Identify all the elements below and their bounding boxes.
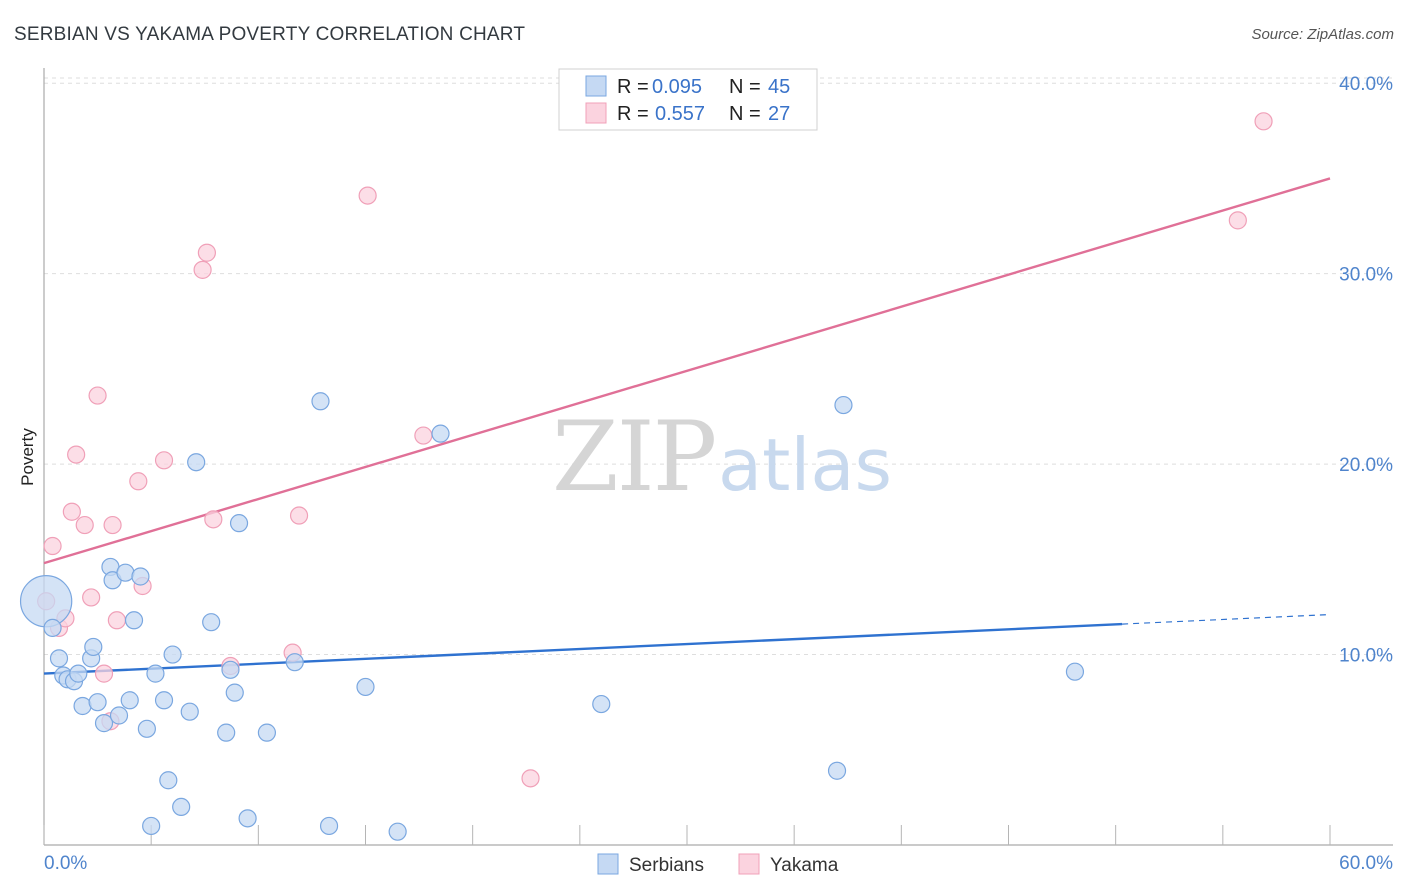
point-serbians-9 — [84, 637, 103, 657]
point-serbians-36 — [319, 816, 339, 836]
point-serbians-20 — [142, 816, 161, 836]
point-serbians-37 — [311, 392, 330, 411]
point-serbians-24 — [163, 645, 182, 664]
legend-r-label-yakama: R = — [617, 103, 649, 125]
point-yakama-22 — [358, 186, 377, 205]
point-yakama-9 — [94, 664, 114, 683]
point-yakama-6 — [75, 515, 94, 535]
point-serbians-41 — [592, 694, 611, 714]
point-serbians-14 — [109, 706, 129, 725]
point-serbians-6 — [69, 664, 88, 683]
legend-r-value-serbians: 0.095 — [652, 76, 702, 98]
point-serbians-15 — [116, 563, 135, 582]
bottom-legend-swatch-serbians — [597, 853, 619, 875]
point-serbians-30 — [221, 660, 240, 679]
point-yakama-15 — [154, 451, 174, 470]
point-serbians-28 — [202, 613, 221, 632]
point-serbians-38 — [356, 677, 375, 697]
watermark: ZIP atlas — [552, 401, 892, 513]
watermark-atlas: atlas — [718, 423, 892, 507]
trendline-yakama — [43, 177, 1331, 565]
legend-n-label-serbians: N = — [729, 76, 761, 98]
point-yakama-1 — [43, 536, 62, 556]
point-serbians-27 — [187, 453, 206, 472]
source-note: Source: ZipAtlas.com — [1251, 26, 1394, 43]
y-axis-label: Poverty — [18, 428, 37, 486]
point-yakama-24 — [521, 769, 540, 788]
y-tick-label-10: 10.0% — [1339, 646, 1393, 667]
point-serbians-10 — [88, 693, 107, 712]
bottom-legend-swatch-yakama — [738, 853, 760, 875]
bottom-legend-yakama: Yakama — [770, 855, 839, 876]
legend-n-value-yakama: 27 — [768, 103, 790, 125]
legend-n-value-serbians: 45 — [768, 76, 790, 98]
point-serbians-25 — [172, 797, 191, 817]
point-yakama-26 — [1254, 112, 1273, 131]
point-serbians-23 — [159, 771, 178, 790]
point-serbians-32 — [229, 514, 249, 533]
point-serbians-40 — [431, 424, 450, 443]
point-yakama-8 — [88, 386, 107, 405]
point-serbians-22 — [154, 691, 174, 710]
point-yakama-12 — [107, 611, 126, 630]
y-tick-label-20: 20.0% — [1339, 455, 1393, 476]
trendline-serbians — [43, 622, 1123, 675]
legend-r-label-serbians: R = — [617, 76, 649, 98]
point-serbians-7 — [73, 696, 92, 716]
x-ticks — [43, 825, 1331, 845]
y-tick-label-30: 30.0% — [1339, 265, 1393, 286]
point-yakama-17 — [197, 243, 216, 262]
point-serbians-1 — [43, 618, 62, 637]
point-yakama-5 — [67, 445, 86, 464]
point-serbians-29 — [217, 723, 236, 742]
point-yakama-18 — [204, 510, 223, 529]
point-serbians-18 — [131, 567, 150, 586]
y-tick-labels: 10.0% 20.0% 30.0% 40.0% — [1339, 74, 1393, 666]
point-yakama-21 — [289, 506, 309, 525]
x-tick-label-min: 0.0% — [44, 853, 87, 874]
trendline-serbians-extension — [1122, 613, 1331, 625]
point-serbians-16 — [120, 691, 139, 710]
point-yakama-11 — [103, 515, 122, 535]
point-yakama-16 — [193, 260, 212, 279]
point-serbians-43 — [834, 395, 853, 415]
x-tick-label-max: 60.0% — [1339, 853, 1393, 874]
point-serbians-33 — [238, 809, 257, 828]
point-serbians-44 — [1065, 662, 1085, 681]
point-yakama-4 — [62, 502, 81, 521]
point-serbians-17 — [124, 611, 144, 630]
point-yakama-25 — [1228, 211, 1247, 230]
axes — [43, 68, 1393, 846]
point-serbians-35 — [285, 653, 304, 672]
legend-box: R = 0.095 N = 45 R = 0.557 N = 27 — [558, 68, 818, 131]
point-serbians-21 — [146, 664, 165, 683]
legend-swatch-yakama — [585, 102, 607, 124]
point-serbians-0 — [19, 575, 73, 628]
legend-n-label-yakama: N = — [729, 103, 761, 125]
point-serbians-42 — [827, 761, 847, 780]
legend-swatch-serbians — [585, 75, 607, 97]
legend-r-value-yakama: 0.557 — [655, 103, 705, 125]
point-yakama-7 — [82, 588, 101, 607]
point-serbians-19 — [137, 719, 156, 738]
chart-title: SERBIAN VS YAKAMA POVERTY CORRELATION CH… — [14, 24, 525, 45]
point-serbians-26 — [180, 702, 199, 721]
point-serbians-2 — [49, 649, 69, 668]
point-serbians-34 — [257, 723, 277, 742]
point-yakama-13 — [129, 472, 148, 491]
bottom-legend-serbians: Serbians — [629, 855, 704, 876]
point-serbians-31 — [225, 683, 244, 702]
bottom-legend: Serbians Yakama — [597, 853, 839, 876]
point-serbians-39 — [388, 822, 407, 841]
grid — [44, 77, 1393, 656]
point-yakama-23 — [414, 426, 433, 445]
point-serbians-11 — [94, 714, 114, 733]
watermark-zip: ZIP — [552, 401, 715, 513]
y-tick-label-40: 40.0% — [1339, 74, 1393, 95]
data-points — [19, 112, 1273, 841]
